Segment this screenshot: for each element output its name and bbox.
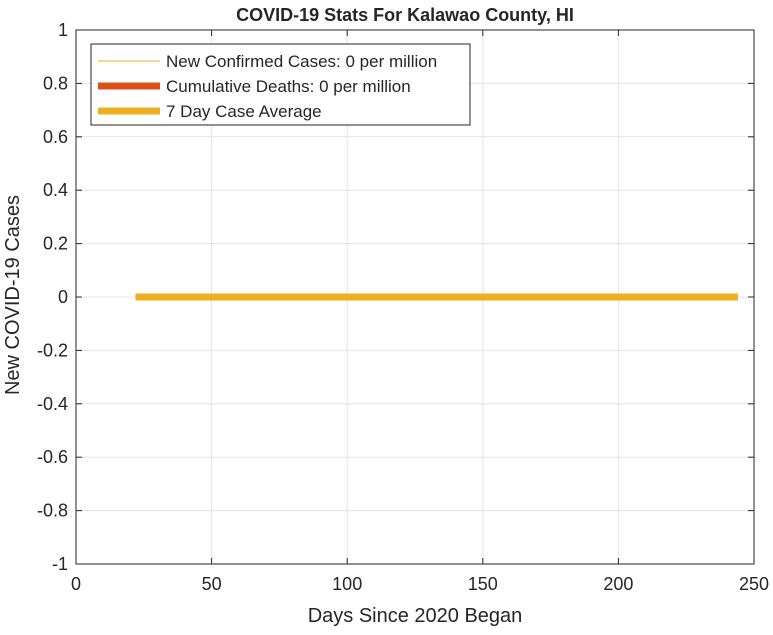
y-tick-label: -0.6 xyxy=(37,447,68,467)
x-tick-label: 100 xyxy=(332,574,362,594)
chart-title: COVID-19 Stats For Kalawao County, HI xyxy=(236,5,574,25)
y-tick-label: 0 xyxy=(58,287,68,307)
x-tick-label: 250 xyxy=(739,574,769,594)
legend-label-2: 7 Day Case Average xyxy=(166,102,322,121)
y-tick-label: -0.4 xyxy=(37,394,68,414)
y-tick-label: 0.8 xyxy=(43,73,68,93)
y-tick-label: 1 xyxy=(58,20,68,40)
legend: New Confirmed Cases: 0 per million Cumula… xyxy=(90,43,471,126)
y-tick-label: -0.8 xyxy=(37,501,68,521)
y-tick-label: -0.2 xyxy=(37,340,68,360)
legend-label-0: New Confirmed Cases: 0 per million xyxy=(166,52,437,71)
x-tick-label: 150 xyxy=(468,574,498,594)
x-tick-label: 200 xyxy=(603,574,633,594)
y-tick-label: 0.4 xyxy=(43,180,68,200)
y-tick-label: 0.2 xyxy=(43,234,68,254)
legend-label-1: Cumulative Deaths: 0 per million xyxy=(166,77,411,96)
x-tick-label: 0 xyxy=(71,574,81,594)
x-tick-label: 50 xyxy=(202,574,222,594)
x-axis-label: Days Since 2020 Began xyxy=(308,605,523,627)
ticks-layer: 0 50 100 150 200 250 -1 -0.8 -0.6 -0.4 -0.2 0 0.2 0.4… xyxy=(37,20,769,594)
y-tick-label: 0.6 xyxy=(43,127,68,147)
y-tick-label: -1 xyxy=(52,554,68,574)
y-axis-label: New COVID-19 Cases xyxy=(2,195,24,395)
